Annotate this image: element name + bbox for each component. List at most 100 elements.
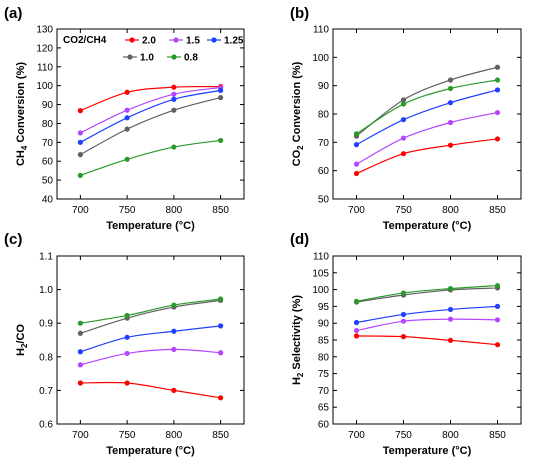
data-point-1.25 bbox=[353, 142, 360, 148]
y-tick-label: 0.9 bbox=[39, 319, 53, 330]
data-point-0.8 bbox=[400, 290, 407, 296]
data-point-2.0 bbox=[494, 342, 501, 348]
y-tick-label: 1.1 bbox=[39, 252, 53, 263]
data-point-1.25 bbox=[171, 328, 177, 334]
series-line-0.8 bbox=[356, 79, 498, 135]
data-point-1.5 bbox=[77, 362, 83, 368]
panel-letter: (b) bbox=[290, 5, 309, 22]
legend-marker-0.8 bbox=[171, 54, 177, 60]
legend-marker-2.0 bbox=[129, 37, 135, 43]
legend-title: CO2/CH4 bbox=[63, 35, 107, 46]
plot-frame bbox=[56, 255, 245, 425]
data-point-2.0 bbox=[353, 170, 360, 177]
data-point-1.25 bbox=[77, 139, 83, 145]
data-point-1.5 bbox=[124, 350, 130, 357]
x-axis-label: Temperature (°C) bbox=[383, 445, 472, 457]
legend-label-2.0: 2.0 bbox=[142, 36, 156, 47]
data-point-2.0 bbox=[171, 84, 177, 90]
data-point-2.0 bbox=[400, 334, 407, 340]
data-point-1.25 bbox=[77, 349, 83, 355]
data-point-1.25 bbox=[494, 303, 501, 309]
data-point-1.0 bbox=[400, 97, 407, 103]
data-point-0.8 bbox=[124, 156, 130, 162]
series-line-2.0 bbox=[356, 335, 498, 346]
data-point-1.5 bbox=[447, 119, 454, 126]
plot-frame bbox=[332, 255, 522, 425]
data-point-2.0 bbox=[400, 151, 407, 157]
y-tick-label: 85 bbox=[318, 336, 330, 347]
chart-panel-1: (a) 40 50 60 70 80 90 100 110 120 130 700 750 800 850 T… bbox=[4, 5, 245, 232]
y-tick-label: 50 bbox=[42, 176, 54, 187]
y-tick-label: 100 bbox=[36, 81, 53, 92]
legend-marker-1.5 bbox=[173, 37, 179, 43]
y-tick-label: 70 bbox=[42, 138, 54, 149]
x-tick-label: 750 bbox=[395, 430, 412, 441]
data-point-0.8 bbox=[353, 131, 360, 137]
y-tick-label: 105 bbox=[312, 268, 329, 279]
data-point-1.5 bbox=[353, 327, 360, 334]
legend-label-1.5: 1.5 bbox=[186, 36, 200, 47]
series-line-1.25 bbox=[80, 89, 221, 143]
series-line-1.5 bbox=[80, 86, 221, 134]
y-tick-label: 70 bbox=[318, 138, 330, 149]
data-point-1.25 bbox=[400, 311, 407, 318]
y-axis-label: CO2 Conversion (%) bbox=[291, 61, 305, 166]
data-point-2.0 bbox=[494, 136, 501, 142]
y-tick-label: 90 bbox=[318, 319, 330, 330]
data-point-1.25 bbox=[218, 87, 224, 93]
data-point-1.5 bbox=[353, 161, 360, 167]
chart-panel-2: (b) 50 60 70 80 90 100 110 700 750 800 850 Temperatu… bbox=[290, 5, 522, 232]
series-line-2.0 bbox=[80, 85, 221, 112]
legend-label-1.25: 1.25 bbox=[224, 36, 244, 47]
chart-panel-3: (c) 0.6 0.7 0.8 0.9 1.0 1.1 700 750 800 850 Tempera… bbox=[4, 231, 245, 457]
x-tick-label: 700 bbox=[348, 430, 365, 441]
legend-label-0.8: 0.8 bbox=[184, 53, 198, 64]
series-line-1.0 bbox=[356, 66, 498, 137]
data-point-1.0 bbox=[124, 126, 130, 132]
y-tick-label: 80 bbox=[318, 110, 330, 121]
data-point-1.5 bbox=[447, 316, 454, 322]
data-point-2.0 bbox=[447, 142, 454, 148]
data-point-1.5 bbox=[218, 350, 224, 356]
y-tick-label: 95 bbox=[318, 302, 330, 313]
y-tick-label: 110 bbox=[313, 252, 329, 263]
data-point-1.5 bbox=[124, 107, 130, 113]
panel-letter: (d) bbox=[290, 231, 309, 248]
y-tick-label: 65 bbox=[318, 403, 330, 414]
y-tick-label: 120 bbox=[36, 43, 53, 54]
data-point-2.0 bbox=[124, 89, 130, 95]
data-point-0.8 bbox=[171, 302, 177, 308]
data-point-2.0 bbox=[77, 108, 83, 114]
series-line-1.0 bbox=[80, 96, 221, 156]
series-line-1.25 bbox=[80, 325, 221, 353]
series-line-1.5 bbox=[80, 348, 221, 366]
data-point-1.25 bbox=[218, 323, 224, 329]
data-point-1.0 bbox=[494, 64, 501, 70]
data-point-1.0 bbox=[447, 77, 454, 83]
data-point-0.8 bbox=[77, 172, 83, 178]
data-point-1.5 bbox=[400, 135, 407, 141]
x-tick-label: 800 bbox=[166, 430, 183, 441]
x-tick-label: 750 bbox=[119, 205, 136, 216]
y-tick-label: 0.7 bbox=[39, 386, 53, 397]
y-tick-label: 80 bbox=[318, 352, 330, 363]
y-tick-label: 110 bbox=[313, 25, 329, 36]
series-line-1.0 bbox=[356, 287, 498, 303]
series-line-1.25 bbox=[356, 305, 498, 324]
x-tick-label: 800 bbox=[442, 205, 459, 216]
data-point-0.8 bbox=[218, 296, 224, 302]
series-line-1.5 bbox=[356, 318, 498, 332]
y-tick-label: 130 bbox=[36, 25, 53, 36]
data-point-1.5 bbox=[171, 91, 177, 97]
y-tick-label: 50 bbox=[318, 195, 330, 206]
y-tick-label: 0.6 bbox=[39, 420, 53, 431]
x-tick-label: 850 bbox=[212, 205, 229, 216]
x-tick-label: 700 bbox=[72, 205, 89, 216]
data-point-2.0 bbox=[218, 395, 224, 401]
data-point-2.0 bbox=[124, 380, 130, 386]
y-tick-label: 60 bbox=[318, 420, 330, 431]
y-tick-label: 100 bbox=[312, 53, 329, 64]
y-tick-label: 75 bbox=[318, 369, 330, 380]
data-point-1.25 bbox=[447, 306, 454, 313]
